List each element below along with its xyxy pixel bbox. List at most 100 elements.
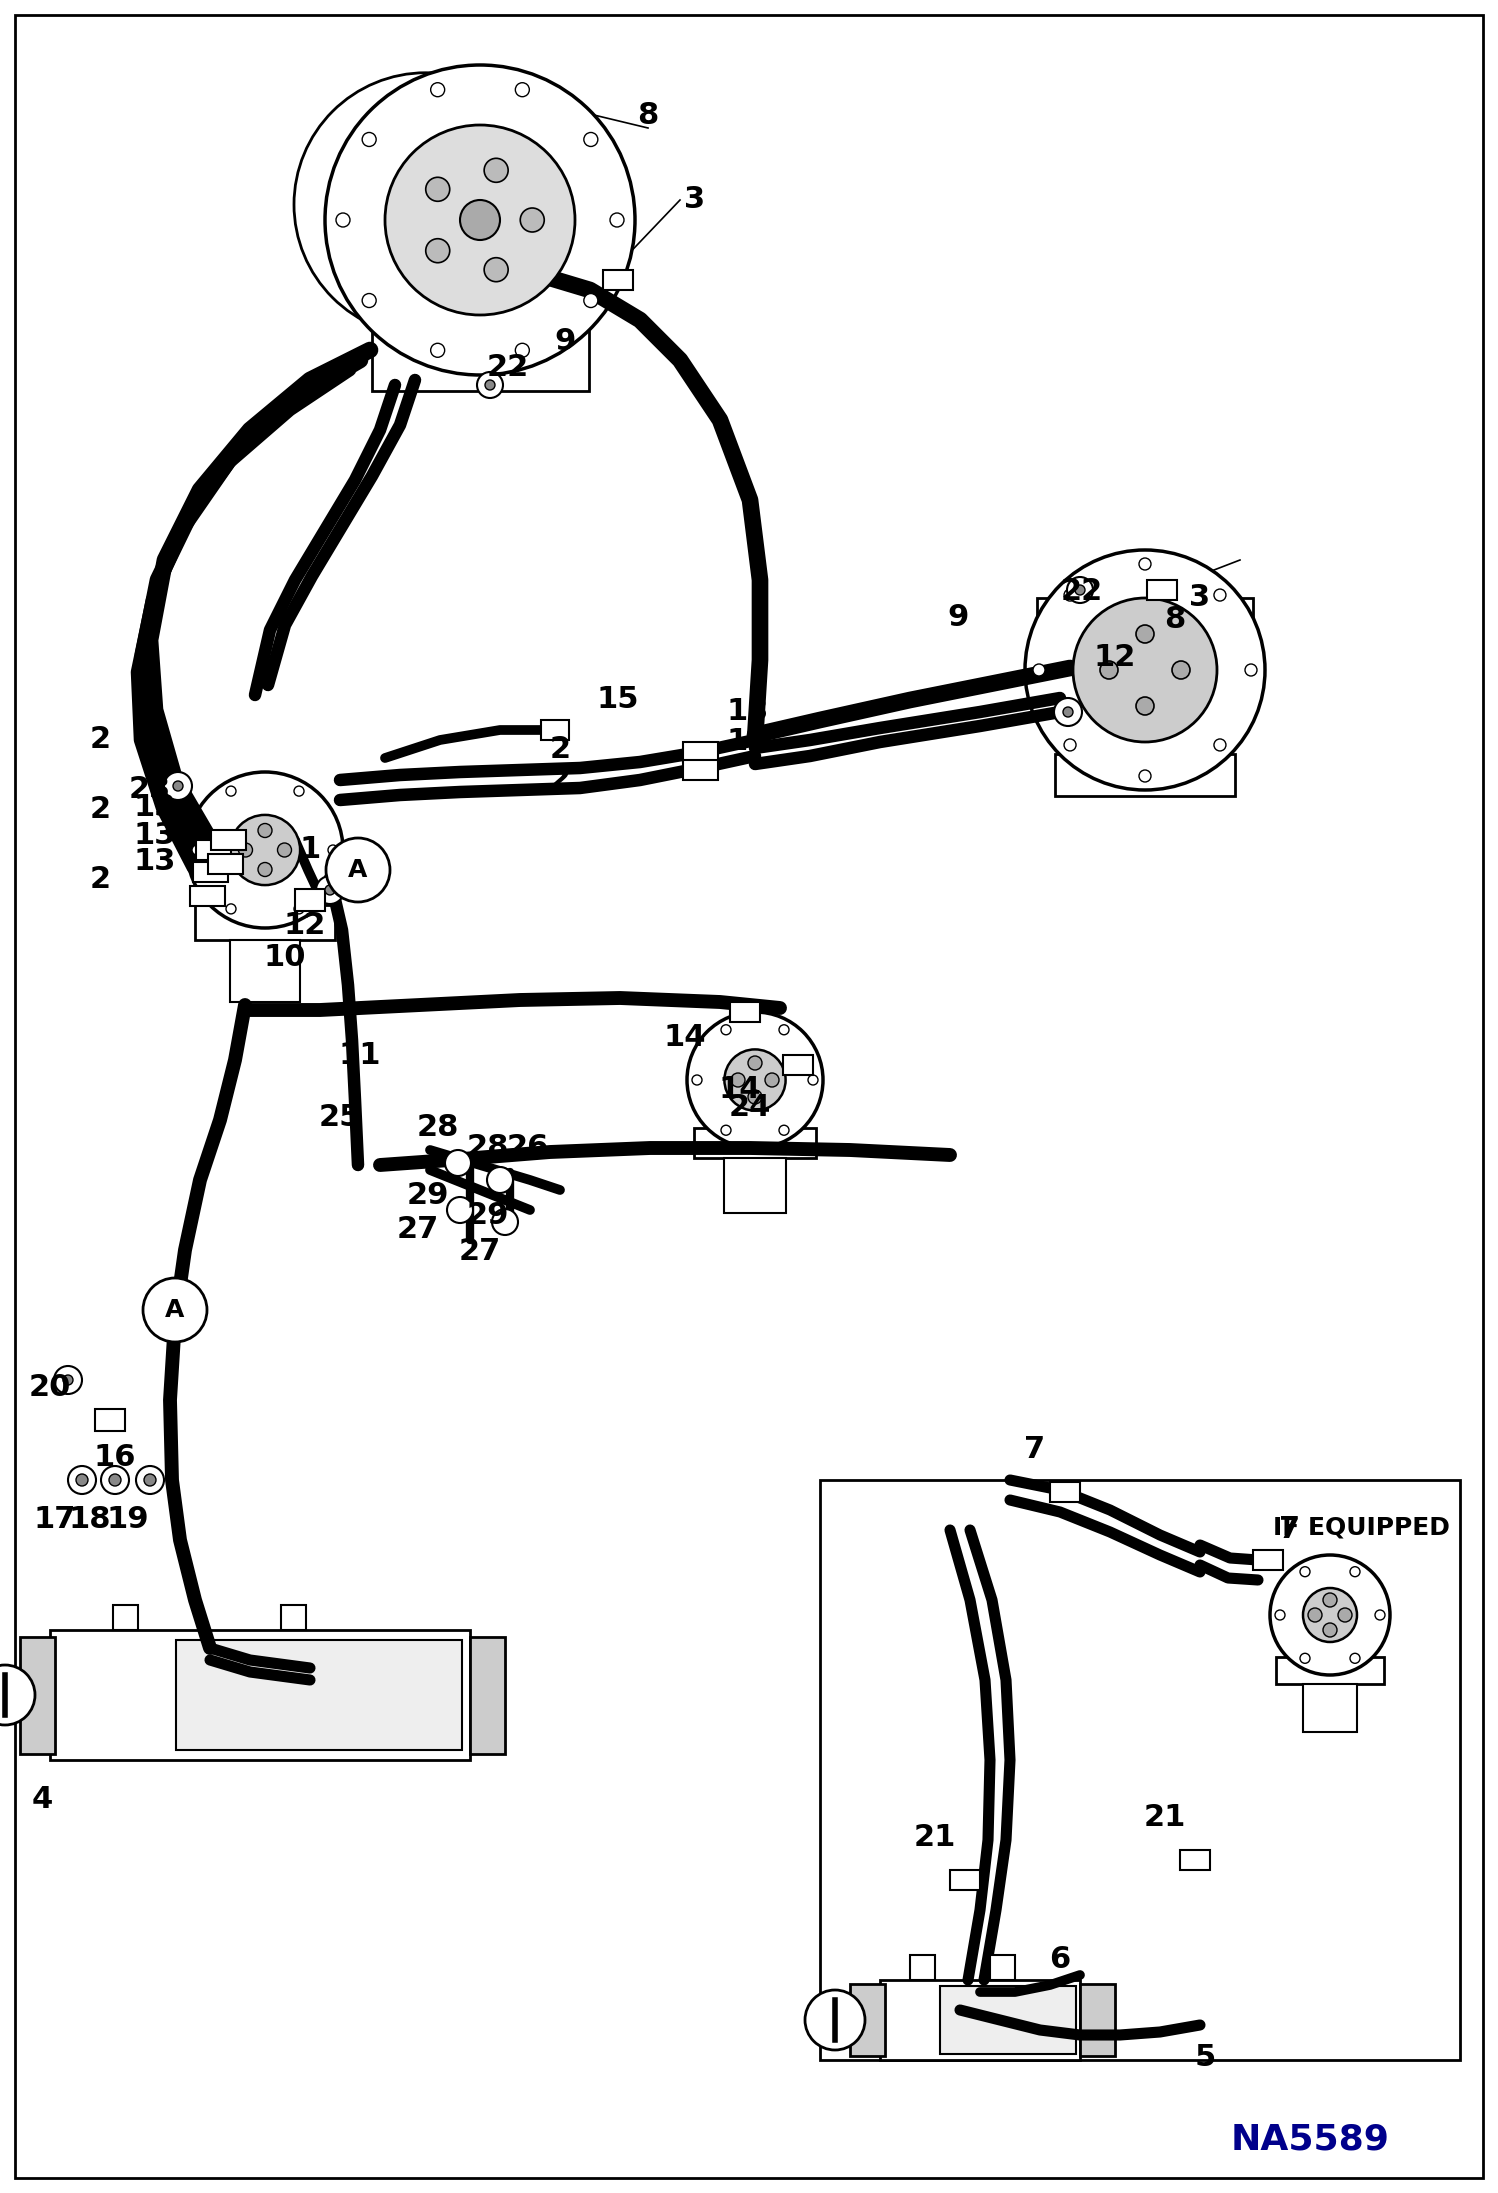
Circle shape [1338,1607,1353,1623]
Circle shape [294,904,304,914]
Bar [1276,1658,1384,1684]
Bar [725,1158,785,1213]
Circle shape [109,1474,121,1487]
Text: 28: 28 [467,1134,509,1162]
Circle shape [1275,1610,1285,1621]
Text: 2: 2 [550,765,571,794]
Circle shape [229,816,300,886]
Bar [1050,1482,1080,1502]
Circle shape [460,200,500,239]
Circle shape [258,862,273,877]
Bar [541,719,569,739]
Text: 13: 13 [727,728,768,757]
Bar [1080,1985,1115,2057]
Text: 13: 13 [133,822,177,851]
Circle shape [476,373,503,397]
Text: 29: 29 [407,1180,449,1211]
Circle shape [610,213,625,228]
Circle shape [1034,664,1046,675]
Bar [941,1987,1076,2053]
Bar [1252,1550,1282,1570]
Text: 6: 6 [1050,1945,1071,1974]
Circle shape [238,842,253,857]
Text: 13: 13 [133,794,177,822]
Bar [195,904,336,939]
Circle shape [294,72,557,336]
Circle shape [485,379,494,390]
Bar [1303,1684,1357,1732]
Circle shape [1350,1654,1360,1662]
Circle shape [325,66,635,375]
Text: 14: 14 [719,1075,761,1105]
Text: 15: 15 [596,686,640,715]
Bar [112,1605,138,1629]
Circle shape [226,904,237,914]
Circle shape [515,83,529,96]
Circle shape [491,1208,518,1235]
Circle shape [63,1375,73,1386]
Bar [909,1954,935,1980]
Circle shape [584,294,598,307]
Text: 18: 18 [69,1507,111,1535]
Text: 13: 13 [133,846,177,877]
Circle shape [142,1279,207,1342]
Text: IF EQUIPPED: IF EQUIPPED [1273,1515,1450,1539]
Text: 29: 29 [467,1200,509,1230]
Bar [950,1871,980,1890]
Bar [783,1055,813,1075]
Bar [849,1985,885,2057]
Bar [470,1636,505,1754]
Text: 9: 9 [947,603,969,632]
Bar [193,862,228,882]
Circle shape [294,785,304,796]
Text: 1: 1 [300,836,321,864]
Bar [604,270,634,289]
Circle shape [328,844,339,855]
Text: 2: 2 [550,735,571,765]
Text: 14: 14 [664,1024,706,1053]
Circle shape [1025,550,1264,789]
Circle shape [1138,557,1150,570]
Circle shape [779,1024,789,1035]
Circle shape [520,208,544,232]
Bar [229,939,300,1002]
Text: 10: 10 [264,943,306,971]
Circle shape [1308,1607,1323,1623]
Bar [208,853,243,875]
Bar [175,1640,461,1750]
Circle shape [1270,1555,1390,1675]
Text: 13: 13 [727,697,768,726]
Bar [49,1629,470,1761]
Text: 27: 27 [397,1215,439,1243]
Text: 9: 9 [554,327,575,357]
Text: 26: 26 [506,1134,550,1162]
Circle shape [484,259,508,281]
Text: 21: 21 [1144,1803,1186,1833]
Circle shape [172,781,183,792]
Circle shape [748,1090,762,1103]
Bar [990,1954,1016,1980]
Circle shape [258,825,273,838]
Text: 8: 8 [637,101,659,129]
Circle shape [731,1072,745,1088]
Text: 17: 17 [34,1507,76,1535]
Bar [683,741,718,761]
Circle shape [144,1474,156,1487]
Circle shape [136,1465,163,1493]
Circle shape [277,842,292,857]
Text: 7: 7 [1279,1515,1300,1544]
Bar [1055,754,1234,796]
Text: 12: 12 [283,910,327,939]
Text: 21: 21 [914,1825,956,1853]
Circle shape [430,83,445,96]
Circle shape [1100,660,1118,680]
Circle shape [688,1011,822,1147]
Text: 27: 27 [458,1237,502,1268]
Circle shape [779,1125,789,1136]
Circle shape [804,1989,864,2050]
Text: 5: 5 [1194,2044,1215,2072]
Circle shape [336,213,351,228]
Circle shape [765,1072,779,1088]
Text: 11: 11 [339,1039,382,1070]
Text: 19: 19 [106,1507,150,1535]
